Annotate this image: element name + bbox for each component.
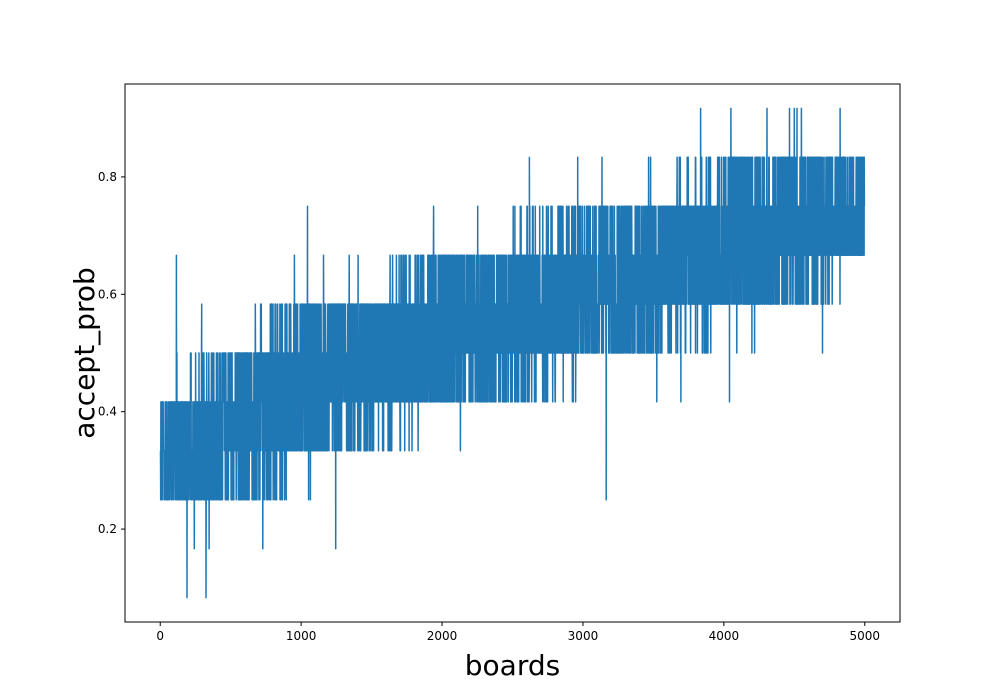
series-line [159,107,866,599]
y-tick-label: 0.6 [98,287,117,301]
x-tick-label: 5000 [849,629,880,643]
series-layer [159,107,866,599]
y-tick-label: 0.8 [98,170,117,184]
y-tick-label: 0.2 [98,522,117,536]
plot-area-frame [124,83,901,623]
x-axis-label: boards [465,649,560,682]
x-tick-label: 1000 [286,629,317,643]
y-axis-label: accept_prob [68,267,101,439]
y-tick-label: 0.4 [98,405,117,419]
x-tick-label: 0 [156,629,164,643]
x-tick-label: 2000 [427,629,458,643]
y-axis: 0.2 0.4 0.6 0.8 [98,170,125,536]
x-axis: 0 1000 2000 3000 4000 5000 [156,622,880,643]
x-tick-label: 3000 [568,629,599,643]
x-tick-label: 4000 [709,629,740,643]
